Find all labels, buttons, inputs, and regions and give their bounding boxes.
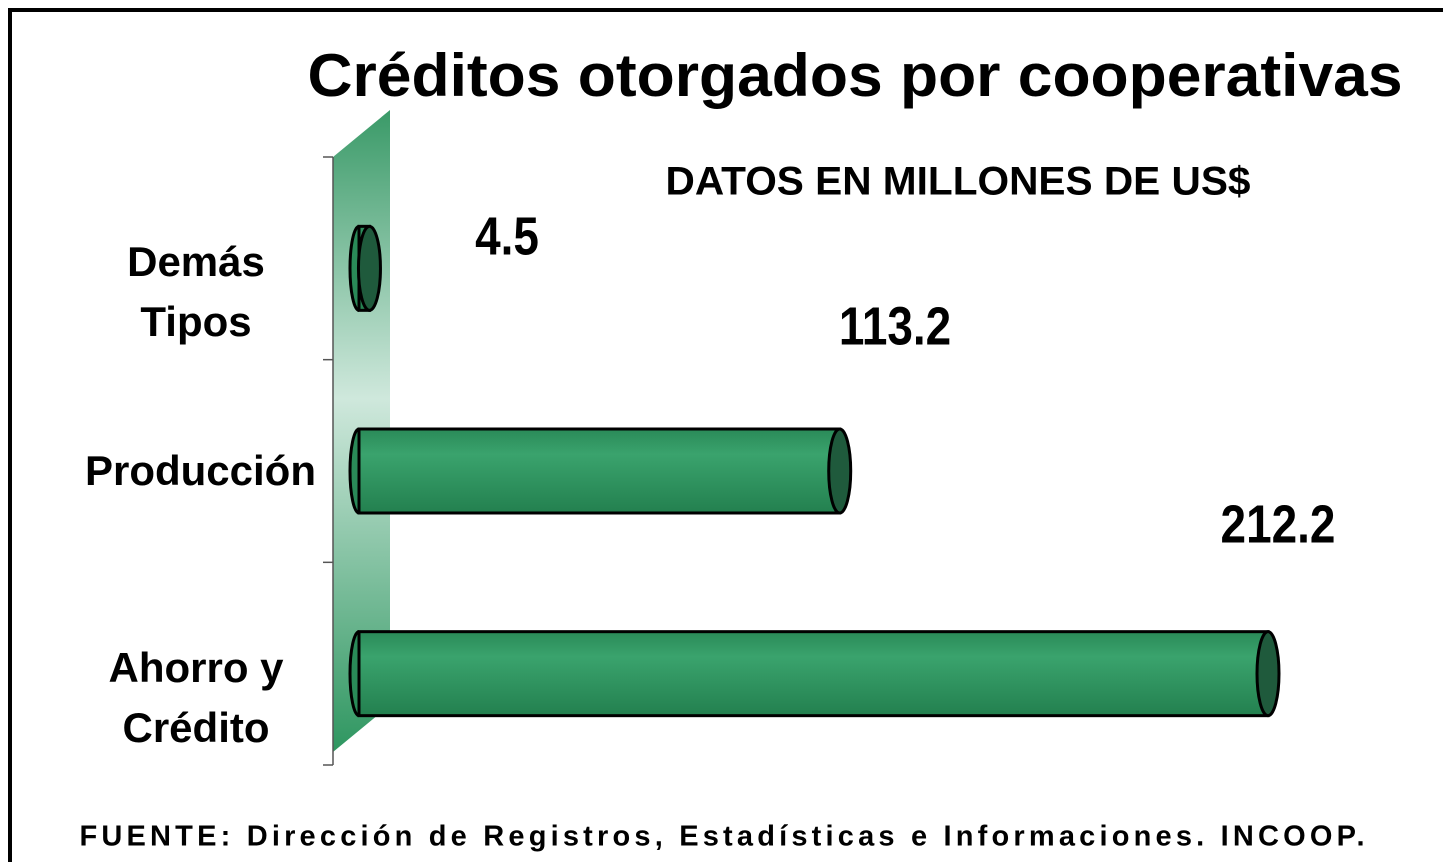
bar-left-end: [348, 224, 360, 312]
source: FUENTE: Dirección de Registros, Estadíst…: [80, 821, 1365, 853]
category-label: Demás Tipos: [127, 238, 265, 346]
subtitle: DATOS EN MILLONES DE US$: [666, 160, 1251, 204]
bar-cap: [827, 427, 853, 515]
category-label: Producción: [84, 447, 316, 494]
bar: [357, 427, 842, 515]
bar-left-end: [348, 630, 360, 718]
frame: [8, 8, 1443, 862]
category-label: Ahorro y Crédito: [108, 643, 284, 751]
value-label: 113.2: [839, 296, 951, 356]
value-label: 4.5: [475, 206, 539, 266]
value-label: 212.2: [1221, 494, 1336, 554]
bar-cap: [356, 224, 382, 312]
bar-left-end: [348, 427, 360, 515]
bar: [357, 630, 1270, 718]
bar-cap: [1255, 630, 1281, 718]
chart-title: Créditos otorgados por cooperativas: [308, 42, 1403, 109]
